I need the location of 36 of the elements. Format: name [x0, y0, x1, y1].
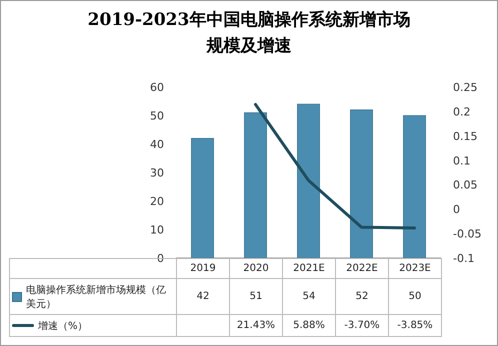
- data-label: -3.85%: [388, 314, 442, 336]
- y2-tick-label: 0: [453, 203, 460, 216]
- legend-label: 增速（%）: [38, 320, 88, 332]
- y2-tick-label: 0.2: [453, 105, 470, 118]
- bar: [191, 138, 214, 258]
- x-tick-label: 2019: [176, 258, 230, 278]
- data-label: 21.43%: [230, 314, 282, 336]
- y-tick-label: 10: [150, 224, 164, 236]
- data-label: -3.70%: [336, 314, 388, 336]
- x-tick-label: 2021E: [282, 258, 336, 278]
- data-label: 50: [388, 278, 442, 314]
- data-label: 42: [176, 278, 230, 314]
- y-tick-label: 50: [150, 110, 164, 122]
- bar: [297, 104, 320, 258]
- x-tick-label: 2023E: [388, 258, 442, 278]
- y2-tick-label: 0.1: [453, 154, 470, 168]
- y2-tick-label: 0.25: [453, 81, 478, 94]
- y2-tick-label: 0.15: [453, 130, 478, 143]
- y2-tick-label: -0.05: [453, 228, 482, 241]
- bar: [244, 112, 267, 258]
- y2-tick-label: -0.1: [453, 252, 474, 265]
- bar: [403, 115, 426, 258]
- y2-tick-label: 0.05: [453, 178, 478, 192]
- y-tick-label: 30: [150, 166, 164, 180]
- y-tick-label: 20: [150, 195, 164, 208]
- data-label: 51: [230, 278, 282, 314]
- x-tick-label: 2020: [230, 258, 282, 278]
- data-label: 5.88%: [282, 314, 336, 336]
- legend-label: 电脑操作系统新增市场规模（亿美元）: [26, 284, 167, 310]
- bar: [350, 110, 373, 258]
- y-tick-label: 60: [150, 81, 164, 94]
- y-tick-label: 40: [150, 138, 164, 151]
- data-label: 52: [336, 278, 388, 314]
- chart-title: 2019-2023年中国电脑操作系统新增市场规模及增速: [86, 9, 412, 58]
- x-tick-label: 2022E: [336, 258, 388, 278]
- data-label: 54: [282, 278, 336, 314]
